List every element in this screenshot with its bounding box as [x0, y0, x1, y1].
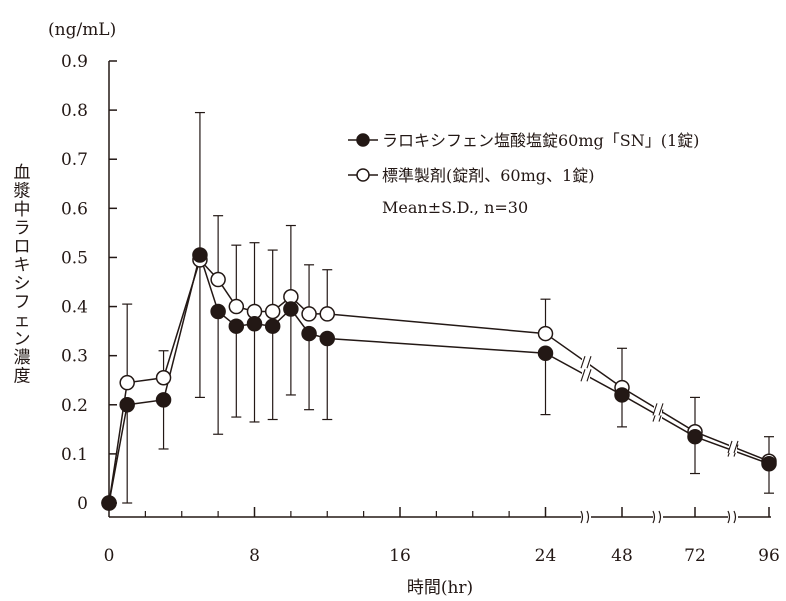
y-label-char: 中 — [14, 200, 31, 220]
legend-marker-reference — [356, 168, 370, 182]
x-tick-label: 16 — [389, 546, 411, 566]
axis-break-icon — [727, 510, 737, 524]
data-point-test — [537, 345, 554, 361]
data-point-test — [264, 318, 281, 334]
y-label-char: ラ — [14, 219, 31, 239]
x-tick-label: 0 — [104, 546, 115, 566]
line-break-mask — [654, 403, 662, 416]
line-break-mask — [582, 356, 590, 369]
axes — [108, 61, 771, 518]
line-break-mask — [582, 369, 590, 382]
data-point-reference — [319, 306, 335, 322]
x-tick-label: 96 — [758, 546, 780, 566]
y-tick-label: 0.2 — [61, 396, 88, 416]
y-label-char: キ — [14, 256, 31, 276]
line-break-icon — [580, 369, 592, 382]
data-point-test — [228, 318, 245, 334]
y-label-char: シ — [14, 274, 31, 294]
axis-break-icon — [652, 510, 662, 524]
data-point-test — [319, 330, 335, 347]
line-break-icon — [652, 403, 664, 416]
data-point-reference — [210, 271, 226, 288]
data-point-reference — [537, 325, 554, 342]
series-line-test — [108, 252, 770, 504]
y-tick-label: 0.6 — [61, 199, 88, 219]
data-point-test — [192, 247, 208, 263]
legend: ラロキシフェン塩酸塩錠60mg「SN」(1錠) 標準製剤(錠剤、60mg、1錠)… — [348, 131, 699, 217]
data-point-test — [210, 303, 226, 320]
y-tick-label: 0.8 — [61, 101, 88, 121]
data-point-test — [101, 495, 117, 511]
y-label-char: 濃 — [14, 348, 31, 368]
y-tick-label: 0.1 — [61, 445, 88, 465]
line-break-mask — [654, 409, 662, 422]
y-tick-label: 0.9 — [61, 52, 88, 72]
y-label-char: 漿 — [14, 182, 31, 202]
series-line-reference — [108, 258, 770, 504]
y-label-char: 血 — [14, 163, 31, 183]
y-tick-label: 0 — [77, 494, 88, 514]
axis-break-mask — [728, 511, 738, 523]
y-tick-label: 0.5 — [61, 248, 88, 268]
data-point-test — [283, 301, 299, 317]
y-axis-ticks: 0 0.1 0.2 0.3 0.4 0.5 0.6 0.7 0.8 0.9 — [61, 52, 117, 514]
line-break-icon — [727, 440, 739, 454]
y-label-char: 度 — [14, 367, 31, 387]
line-break-icon — [580, 355, 592, 369]
data-point-reference — [119, 374, 135, 391]
axis-break-mask — [653, 511, 663, 523]
data-point-reference — [301, 306, 317, 322]
y-label-char: フ — [14, 293, 31, 313]
data-point-test — [246, 315, 263, 332]
axis-break-icon — [580, 510, 590, 524]
x-axis-ticks: 0 8 16 24 48 72 96 — [104, 507, 780, 566]
data-point-test — [687, 428, 703, 445]
y-label-char: ロ — [14, 237, 31, 257]
data-point-test — [119, 397, 135, 413]
y-label-char: ン — [14, 330, 31, 350]
y-tick-label: 0.3 — [61, 347, 88, 367]
y-unit-label: (ng/mL) — [48, 20, 116, 40]
y-tick-label: 0.7 — [61, 150, 88, 170]
data-point-test — [614, 387, 630, 403]
x-tick-label: 72 — [684, 546, 706, 566]
x-tick-label: 24 — [535, 546, 557, 566]
data-point-test — [761, 455, 777, 472]
x-axis-label: 時間(hr) — [407, 578, 473, 598]
data-point-reference — [228, 298, 245, 315]
data-point-reference — [155, 370, 172, 386]
data-point-test — [155, 392, 172, 408]
y-label-char: ェ — [14, 311, 31, 331]
legend-label-reference: 標準製剤(錠剤、60mg、1錠) — [382, 166, 594, 185]
x-tick-label: 8 — [249, 546, 260, 566]
line-break-mask — [729, 440, 737, 453]
x-tick-label: 48 — [611, 546, 633, 566]
series-layer — [101, 111, 777, 511]
legend-note: Mean±S.D., n=30 — [382, 198, 528, 217]
data-point-reference — [264, 303, 281, 320]
y-tick-label: 0.4 — [61, 298, 88, 318]
axis-break-mask — [581, 511, 591, 523]
legend-label-test: ラロキシフェン塩酸塩錠60mg「SN」(1錠) — [382, 131, 699, 150]
data-point-test — [301, 325, 317, 342]
legend-marker-test — [356, 133, 370, 147]
